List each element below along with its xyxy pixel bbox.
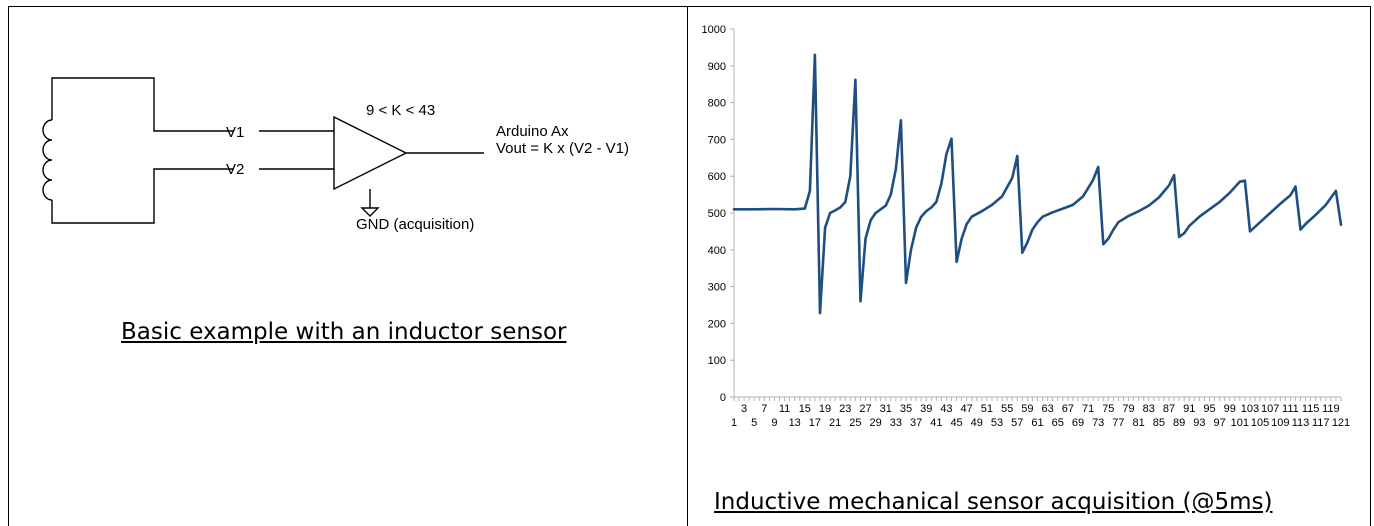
x-tick-label: 69 — [1072, 417, 1084, 429]
x-tick-label: 101 — [1231, 417, 1249, 429]
x-tick-label: 119 — [1322, 403, 1340, 415]
x-tick-label: 93 — [1193, 417, 1205, 429]
frame-left-border — [8, 6, 9, 526]
y-tick-label: 300 — [708, 282, 726, 294]
ground-symbol — [360, 207, 380, 217]
y-tick-label: 200 — [708, 318, 726, 330]
x-tick-label: 1 — [731, 417, 737, 429]
x-tick-label: 41 — [930, 417, 942, 429]
x-tick-label: 81 — [1133, 417, 1145, 429]
x-tick-label: 89 — [1173, 417, 1185, 429]
x-tick-label: 27 — [859, 403, 871, 415]
x-tick-label: 71 — [1082, 403, 1094, 415]
x-tick-label: 59 — [1021, 403, 1033, 415]
x-tick-label: 45 — [950, 417, 962, 429]
x-tick-label: 25 — [849, 417, 861, 429]
x-tick-label: 21 — [829, 417, 841, 429]
x-tick-label: 37 — [910, 417, 922, 429]
x-tick-label: 99 — [1224, 403, 1236, 415]
inductor-coil — [42, 119, 53, 201]
x-tick-label: 121 — [1332, 417, 1350, 429]
x-tick-label: 111 — [1282, 403, 1299, 415]
x-axis: 3 7 11 15 19 23 27 31 35 39 43 47 51 55 59 63 67 71 75 79 83… — [731, 396, 1350, 429]
series-line — [732, 53, 1343, 315]
x-tick-label: 61 — [1031, 417, 1043, 429]
x-tick-label: 63 — [1041, 403, 1053, 415]
frame-top-border — [8, 6, 1370, 7]
x-tick-label: 17 — [809, 417, 821, 429]
x-tick-label: 29 — [870, 417, 882, 429]
x-tick-label: 13 — [789, 417, 801, 429]
x-tick-label: 23 — [839, 403, 851, 415]
chart-caption: Inductive mechanical sensor acquisition … — [714, 489, 1273, 515]
output-label-line1: Arduino Ax — [496, 123, 569, 140]
x-tick-label: 49 — [971, 417, 983, 429]
x-tick-label: 107 — [1261, 403, 1279, 415]
x-tick-label: 75 — [1102, 403, 1114, 415]
schematic-caption: Basic example with an inductor sensor — [121, 319, 567, 345]
x-tick-label: 35 — [900, 403, 912, 415]
y-tick-label: 700 — [708, 134, 726, 146]
y-tick-label: 0 — [720, 392, 726, 404]
x-tick-label: 65 — [1052, 417, 1064, 429]
x-tick-label: 9 — [771, 417, 777, 429]
x-tick-label: 67 — [1062, 403, 1074, 415]
inductor-wire-top — [51, 77, 234, 132]
y-tick-label: 800 — [708, 98, 726, 110]
ground-label: GND (acquisition) — [356, 216, 474, 233]
x-tick-label: 19 — [819, 403, 831, 415]
gain-label: 9 < K < 43 — [366, 102, 435, 119]
x-tick-label: 85 — [1153, 417, 1165, 429]
x-tick-label: 53 — [991, 417, 1003, 429]
y-tick-label: 1000 — [702, 24, 726, 36]
x-tick-label: 7 — [761, 403, 767, 415]
schematic-diagram: V1 V2 9 < K < 43 Arduino Ax Vout = K x (… — [42, 77, 629, 233]
frame-right-border — [1370, 6, 1371, 526]
x-tick-label: 47 — [961, 403, 973, 415]
y-tick-label: 100 — [708, 355, 726, 367]
inductor-wire-bottom — [51, 168, 234, 224]
frame-divider — [687, 6, 688, 526]
x-tick-label: 31 — [880, 403, 892, 415]
output-label-line2: Vout = K x (V2 - V1) — [496, 140, 629, 157]
y-tick-label: 500 — [708, 208, 726, 220]
x-tick-label: 83 — [1143, 403, 1155, 415]
x-tick-label: 117 — [1312, 417, 1330, 429]
x-tick-label: 33 — [890, 417, 902, 429]
schematic-panel: V1 V2 9 < K < 43 Arduino Ax Vout = K x (… — [9, 7, 687, 526]
v1-label: V1 — [226, 124, 244, 141]
x-tick-label: 55 — [1001, 403, 1013, 415]
x-tick-label: 105 — [1251, 417, 1269, 429]
x-tick-label: 109 — [1271, 417, 1289, 429]
x-tick-label: 73 — [1092, 417, 1104, 429]
x-tick-label: 57 — [1011, 417, 1023, 429]
x-tick-label: 95 — [1203, 403, 1215, 415]
x-tick-label: 79 — [1122, 403, 1134, 415]
x-tick-label: 11 — [779, 403, 790, 415]
y-axis: 0 100 200 300 400 500 600 700 800 900 1000 — [702, 24, 735, 404]
x-tick-label: 3 — [741, 403, 747, 415]
amplifier-triangle — [333, 115, 408, 191]
y-tick-label: 900 — [708, 61, 726, 73]
x-tick-label: 103 — [1241, 403, 1259, 415]
x-tick-label: 39 — [920, 403, 932, 415]
x-tick-label: 87 — [1163, 403, 1175, 415]
x-tick-label: 51 — [981, 403, 993, 415]
x-tick-label: 91 — [1183, 403, 1195, 415]
v2-label: V2 — [226, 161, 244, 178]
series-group — [732, 53, 1343, 315]
y-tick-label: 400 — [708, 245, 726, 257]
x-tick-label: 115 — [1302, 403, 1320, 415]
chart-panel: 0 100 200 300 400 500 600 700 800 900 1000 3 7 11 15 1… — [688, 7, 1370, 526]
x-tick-label: 97 — [1213, 417, 1225, 429]
x-tick-label: 15 — [799, 403, 811, 415]
x-tick-label: 5 — [751, 417, 757, 429]
x-tick-label: 77 — [1112, 417, 1124, 429]
x-tick-label: 113 — [1292, 417, 1310, 429]
x-tick-label: 43 — [940, 403, 952, 415]
y-tick-label: 600 — [708, 171, 726, 183]
